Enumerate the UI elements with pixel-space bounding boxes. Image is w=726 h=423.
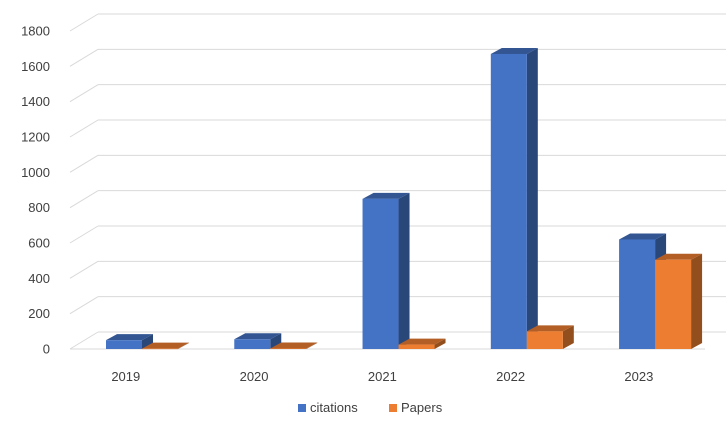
gridline-diagonal [69,190,99,209]
gridline-diagonal [69,84,99,103]
x-category-label: 2023 [624,369,653,384]
gridline-diagonal [69,154,99,173]
bar-top-face [398,338,446,345]
legend-label-citations: citations [310,400,358,415]
bar-top-face [362,192,410,199]
gridline-diagonal [69,119,99,138]
legend-swatch-papers [389,404,397,412]
bar-side-face [142,334,153,349]
bar-front-face [655,259,692,349]
bar-papers-2023 [655,253,703,349]
y-tick-label: 1200 [21,130,50,145]
bar-top-face [655,253,703,260]
x-category-label: 2021 [368,369,397,384]
gridline-diagonal [69,225,99,244]
bar-top-face [490,47,538,54]
bar-top-face [234,333,282,340]
bar-papers-2021 [398,338,446,349]
legend: citations Papers [298,400,443,415]
bar-top-face [106,334,153,341]
bar-top-face [526,325,574,332]
bar-citations-2020 [234,333,282,349]
y-axis-ticks: 0 200 400 600 800 1000 1200 1400 1600 1800 [21,24,50,357]
y-tick-label: 1800 [21,24,50,39]
bar-side-face [178,342,189,349]
gridline-diagonal [69,13,99,32]
x-axis-categories: 2019 2020 2021 2022 2023 [111,369,653,384]
legend-label-papers: Papers [401,400,443,415]
bar-front-face [234,339,271,349]
bar-side-face [434,338,446,349]
bar-front-face [362,198,399,349]
bar-front-face [142,348,178,350]
gridline-diagonal [69,48,99,67]
bar-papers-2020 [270,342,318,349]
y-tick-label: 1600 [21,59,50,74]
gridline-diagonal [69,296,99,315]
bar-front-face [526,331,563,349]
gridline-diagonal [69,260,99,279]
y-tick-label: 1400 [21,94,50,109]
x-category-label: 2019 [111,369,140,384]
bar-side-face [526,47,538,349]
bar-side-face [306,342,318,349]
y-tick-label: 0 [43,342,50,357]
x-category-label: 2020 [240,369,269,384]
bar-side-face [562,325,574,349]
bar-citations-2022 [490,47,538,349]
legend-swatch-citations [298,404,306,412]
bar-front-face [270,348,307,349]
bar-top-face [270,342,318,349]
bar-side-face [691,253,703,349]
y-tick-label: 600 [28,236,50,251]
bar-citations-2019 [106,334,153,349]
y-tick-label: 1000 [21,165,50,180]
gridlines [69,13,726,350]
bar-front-face [619,239,656,349]
bar-citations-2021 [362,192,410,349]
y-tick-label: 400 [28,271,50,286]
gridline-diagonal [69,331,99,350]
y-tick-label: 200 [28,306,50,321]
bar-side-face [398,192,410,349]
bar-side-face [270,333,282,349]
bar-front-face [106,340,142,349]
bar-front-face [490,53,527,349]
bar-top-face [142,342,189,349]
bar-papers-2022 [526,325,574,349]
bars [106,47,703,350]
x-category-label: 2022 [496,369,525,384]
bar-top-face [619,233,667,240]
y-tick-label: 800 [28,200,50,215]
bar-front-face [398,344,435,349]
bar-papers-2019 [142,342,189,350]
